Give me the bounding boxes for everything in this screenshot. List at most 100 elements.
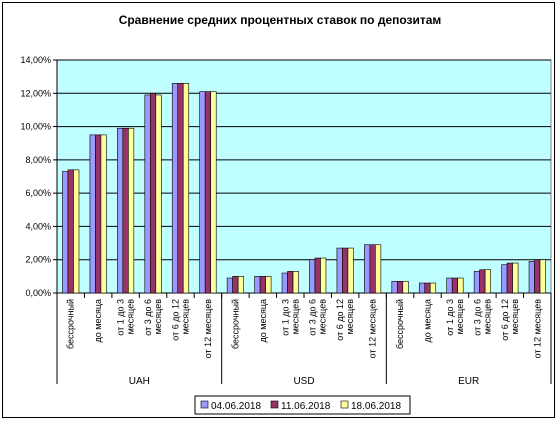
x-category-label-line: от 3 до 6 <box>472 299 482 336</box>
x-category-label: до месяца <box>423 299 433 342</box>
x-category-label-line: от 12 месяцев <box>532 299 542 359</box>
bar <box>364 244 371 294</box>
x-category-label-line: от 6 до 12 <box>171 299 181 341</box>
y-tick-label: 0,00% <box>25 288 51 298</box>
x-category-label: до месяца <box>258 299 268 342</box>
legend-swatch <box>270 400 279 409</box>
y-tick-label: 4,00% <box>25 221 51 231</box>
bar <box>292 271 299 294</box>
legend-swatch <box>200 400 209 409</box>
bar <box>150 92 157 294</box>
bar <box>171 83 179 294</box>
bar <box>336 247 343 294</box>
bar <box>254 276 261 294</box>
bar <box>473 271 480 294</box>
bar <box>117 127 124 294</box>
bar <box>199 91 206 294</box>
bar <box>446 277 453 294</box>
bar <box>226 277 233 294</box>
bar <box>528 261 535 294</box>
bar <box>451 277 458 294</box>
x-category-label-line: бессрочный <box>66 299 76 349</box>
x-category-label-line: от 3 до 6 <box>143 299 153 336</box>
bar <box>287 271 294 294</box>
x-category-label-line: до месяца <box>93 299 103 342</box>
x-category-label-line: месяцев <box>181 299 191 335</box>
bar <box>259 276 266 294</box>
x-category-label-line: от 12 месяцев <box>203 299 213 359</box>
x-category-label-line: до месяца <box>423 299 433 342</box>
bar <box>128 127 135 294</box>
bar <box>281 272 288 294</box>
y-tick-label: 2,00% <box>25 255 51 265</box>
y-tick-label: 12,00% <box>20 88 51 98</box>
x-category-label-line: от 6 до 12 <box>335 299 345 341</box>
x-category-label-line: месяцев <box>290 299 300 335</box>
x-category-label: от 6 до 12 месяцев <box>500 299 520 341</box>
bar <box>391 281 398 294</box>
bar <box>429 282 437 294</box>
y-tick-label: 14,00% <box>20 55 51 65</box>
bar <box>512 262 519 294</box>
x-category-label: бессрочный <box>66 299 76 349</box>
legend-box <box>194 395 411 415</box>
bar <box>67 169 74 294</box>
bar <box>501 264 508 294</box>
group-label: USD <box>293 376 314 387</box>
x-category-label: бессрочный <box>230 299 240 349</box>
chart-title: Сравнение средних процентных ставок по д… <box>118 13 442 27</box>
bar <box>424 282 431 294</box>
x-category-label: от 12 месяцев <box>532 299 542 359</box>
bar <box>539 259 546 294</box>
bar <box>347 247 354 294</box>
x-category-label: от 6 до 12 месяцев <box>171 299 191 341</box>
bar <box>314 257 321 294</box>
bar <box>418 282 426 294</box>
x-category-label: от 1 до 3 месяцев <box>280 299 300 336</box>
x-category-label-line: месяцев <box>153 299 163 335</box>
x-category-label-line: от 1 до 3 <box>116 299 126 336</box>
x-category-label-line: бессрочный <box>230 299 240 349</box>
bar <box>320 257 327 294</box>
bar <box>309 259 316 294</box>
x-category-label-line: от 1 до 3 <box>445 299 455 336</box>
group-label: UAH <box>129 376 150 387</box>
x-category-label-line: от 1 до 3 <box>280 299 290 336</box>
bar <box>122 127 129 294</box>
x-category-label: от 1 до 3 месяцев <box>445 299 465 336</box>
x-category-label: от 1 до 3 месяцев <box>116 299 136 336</box>
y-tick-label: 6,00% <box>25 188 51 198</box>
bar <box>342 247 349 294</box>
x-category-label: бессрочный <box>395 299 405 349</box>
bar <box>62 171 69 294</box>
bar <box>479 269 486 294</box>
x-category-label-line: от 3 до 6 <box>308 299 318 336</box>
x-category-label: от 12 месяцев <box>368 299 378 359</box>
bar <box>89 134 96 294</box>
x-category-label: от 3 до 6 месяцев <box>143 299 163 336</box>
bar <box>204 91 211 294</box>
bar <box>95 134 102 294</box>
x-category-label-line: от 12 месяцев <box>368 299 378 359</box>
x-category-label-line: месяцев <box>455 299 465 335</box>
x-category-label: от 12 месяцев <box>203 299 213 359</box>
bar <box>100 134 107 294</box>
bar <box>210 91 217 294</box>
legend-swatch <box>340 400 349 409</box>
legend-label: 04.06.2018 <box>211 401 261 412</box>
bar <box>155 94 162 294</box>
x-category-label: до месяца <box>93 299 103 342</box>
bar <box>265 276 272 294</box>
y-tick-label: 8,00% <box>25 155 51 165</box>
group-label: EUR <box>458 376 479 387</box>
x-category-label-line: бессрочный <box>395 299 405 349</box>
bar <box>182 83 190 294</box>
plot-area <box>56 59 552 294</box>
bar <box>397 281 404 294</box>
x-category-label: от 3 до 6 месяцев <box>308 299 328 336</box>
x-category-label-line: месяцев <box>345 299 355 335</box>
bar <box>402 281 409 294</box>
bar <box>144 94 151 294</box>
bar <box>375 244 382 294</box>
